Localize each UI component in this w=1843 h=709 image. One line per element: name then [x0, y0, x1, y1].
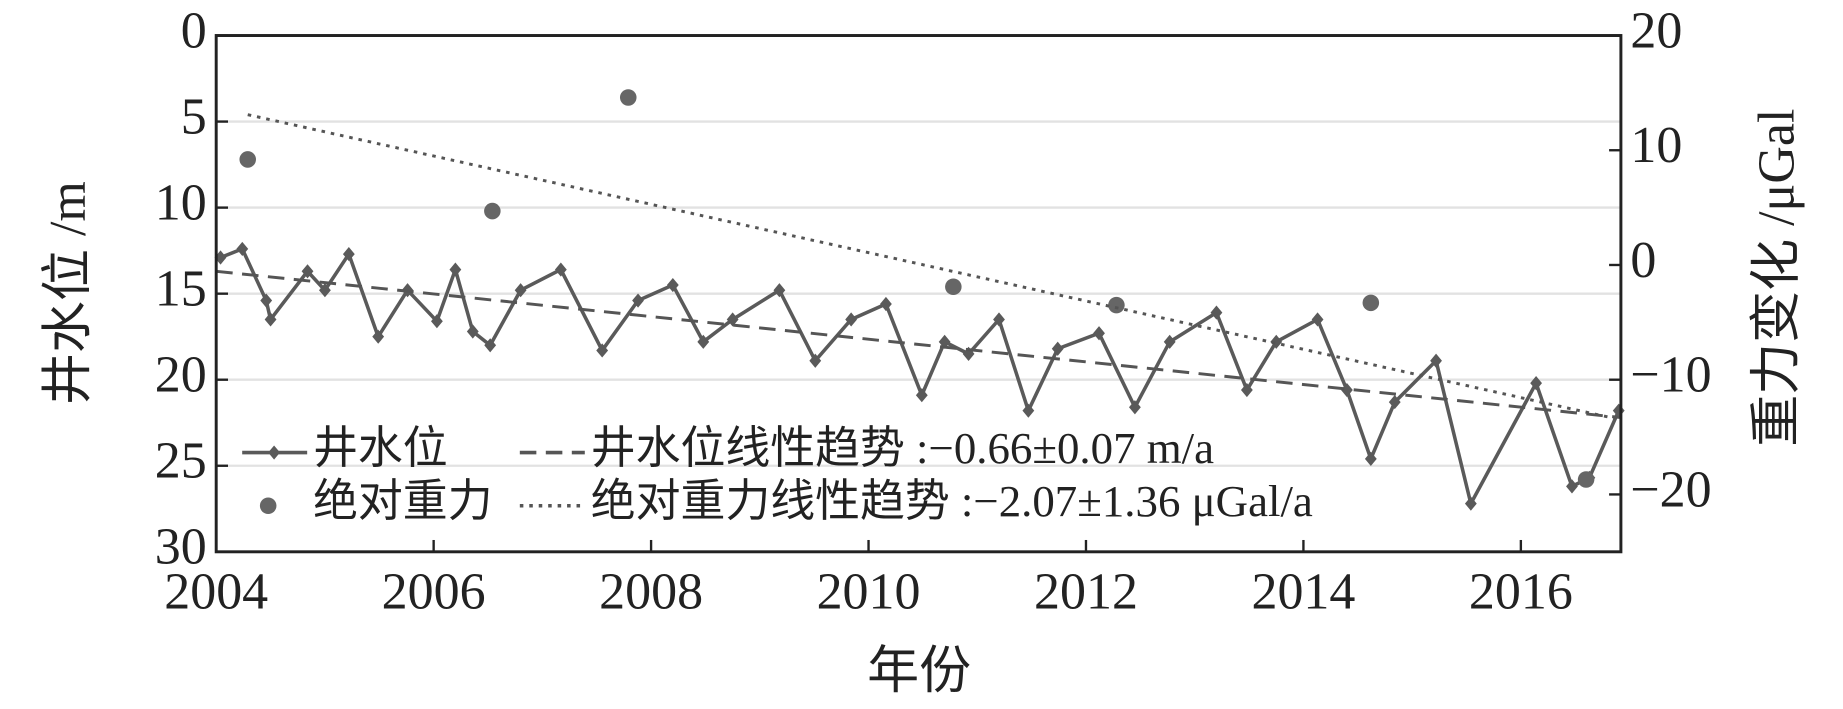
y2-axis-label: 重力变化 /μGal: [1748, 109, 1805, 447]
water-level-marker: [449, 262, 462, 277]
trend-line: [216, 269, 1622, 420]
y2-tick-label: 20: [1630, 2, 1682, 59]
water-level-marker: [1430, 353, 1442, 368]
water-level-marker: [236, 241, 249, 257]
water-level-marker: [484, 338, 497, 353]
x-tick-label: 2008: [599, 564, 703, 621]
water-level-marker: [632, 293, 644, 308]
water-level-marker: [1128, 400, 1141, 415]
y-tick-label: 15: [155, 261, 207, 318]
x-tick-label: 2004: [164, 564, 268, 621]
legend-label: 绝对重力线性趋势 :−2.07±1.36 μGal/a: [591, 476, 1313, 526]
water-level-marker: [1311, 312, 1324, 327]
water-level-marker: [880, 296, 892, 312]
water-level-marker: [1341, 382, 1353, 398]
plot-frame: [214, 34, 1623, 554]
water-level-marker: [1364, 451, 1377, 466]
water-level-marker: [1210, 305, 1223, 320]
y-tick-label: 25: [155, 433, 207, 490]
gravity-point: [484, 202, 501, 220]
water-level-marker: [1566, 479, 1578, 494]
water-level-marker: [260, 293, 273, 308]
water-level-marker: [342, 246, 355, 262]
y-tick-label: 20: [155, 347, 207, 404]
y-tick-label: 10: [155, 175, 207, 232]
y-tick-label: 5: [181, 88, 207, 145]
legend-marker: [259, 497, 277, 514]
water-level-marker: [915, 388, 928, 403]
gravity-point: [1577, 471, 1595, 488]
y2-tick-label: −20: [1630, 461, 1711, 518]
y-axis-label: 井水位 /m: [40, 181, 97, 405]
gravity-point: [1362, 294, 1380, 312]
legend-marker: [268, 445, 280, 460]
gravity-point: [239, 151, 256, 168]
x-tick-label: 2006: [382, 564, 486, 621]
x-tick-label: 2014: [1251, 564, 1355, 621]
water-level-marker: [1240, 382, 1253, 398]
trend-line: [247, 113, 1622, 422]
water-level-marker: [430, 314, 443, 329]
y2-tick-label: −10: [1630, 347, 1711, 404]
x-axis-label: 年份: [867, 643, 971, 700]
water-level-marker: [666, 277, 679, 293]
y2-tick-label: 0: [1630, 232, 1656, 289]
legend-label: 井水位线性趋势 :−0.66±0.07 m/a: [591, 423, 1214, 473]
x-tick-label: 2012: [1034, 564, 1138, 621]
gravity-point: [945, 278, 962, 296]
water-level-marker: [466, 324, 479, 339]
y2-tick-label: 10: [1630, 117, 1682, 174]
y-tick-label: 0: [181, 2, 207, 59]
water-level-line: [219, 246, 1621, 509]
gravity-point: [1108, 296, 1125, 314]
legend-label: 绝对重力: [313, 476, 493, 526]
water-level-marker: [372, 329, 385, 344]
y-tick-label: 30: [155, 519, 207, 576]
gravity-point: [619, 89, 637, 106]
water-level-marker: [773, 283, 786, 298]
x-tick-label: 2010: [817, 564, 921, 621]
x-tick-label: 2016: [1469, 564, 1573, 621]
legend-label: 井水位: [313, 423, 448, 473]
